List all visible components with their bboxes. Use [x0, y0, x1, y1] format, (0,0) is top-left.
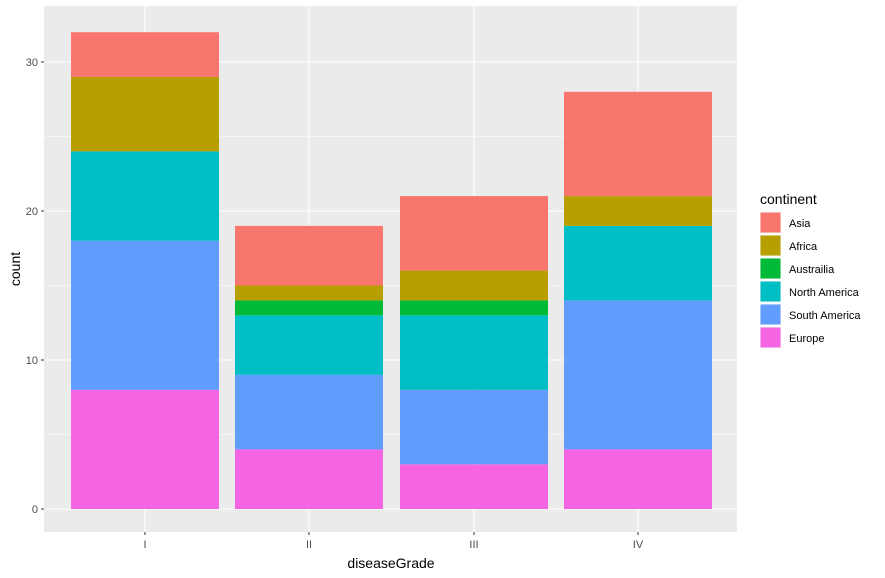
- legend: continent Asia Africa Austrailia North Amer…: [760, 191, 861, 348]
- legend-swatch: [760, 327, 781, 348]
- bar-segment-III-africa: [400, 270, 548, 301]
- bar-segment-II-europe: [235, 449, 383, 509]
- bar-segment-II-africa: [235, 285, 383, 301]
- x-tick-label: I: [143, 539, 146, 551]
- y-tick-label: 0: [32, 504, 38, 516]
- legend-swatch: [760, 212, 781, 233]
- legend-label: South America: [789, 310, 861, 322]
- bar-segment-II-asia: [235, 225, 383, 286]
- legend-label: Austrailia: [789, 264, 835, 276]
- bar-segment-IV-south-america: [564, 300, 712, 450]
- bar-segment-III-south-america: [400, 389, 548, 465]
- legend-label: North America: [789, 287, 860, 299]
- y-tick-label: 10: [26, 355, 38, 367]
- bar-segment-III-australia: [400, 300, 548, 316]
- legend-swatch: [760, 235, 781, 256]
- x-tick-label: II: [306, 539, 312, 551]
- x-axis: I II III IV: [143, 532, 644, 551]
- bar-segment-III-europe: [400, 464, 548, 509]
- bar-segment-I-asia: [71, 32, 219, 77]
- bar-segment-I-europe: [71, 389, 219, 509]
- bar-segment-II-north-america: [235, 315, 383, 375]
- bar-segment-IV-asia: [564, 91, 712, 197]
- x-tick-label: III: [469, 539, 478, 551]
- bar-segment-II-australia: [235, 300, 383, 316]
- bar-segment-IV-europe: [564, 449, 712, 509]
- bars: [71, 32, 712, 509]
- x-axis-title: diseaseGrade: [347, 555, 434, 571]
- bar-segment-I-north-america: [71, 151, 219, 241]
- bar-segment-III-asia: [400, 196, 548, 271]
- bar-segment-II-south-america: [235, 374, 383, 450]
- legend-swatch: [760, 258, 781, 279]
- legend-label: Africa: [789, 241, 818, 253]
- legend-label: Europe: [789, 333, 824, 345]
- bar-segment-IV-africa: [564, 196, 712, 226]
- bar-segment-I-africa: [71, 76, 219, 152]
- y-tick-label: 20: [26, 206, 38, 218]
- x-tick-label: IV: [633, 539, 644, 551]
- bar-segment-I-south-america: [71, 240, 219, 390]
- y-tick-label: 30: [26, 57, 38, 69]
- bar-segment-IV-north-america: [564, 225, 712, 301]
- legend-title: continent: [760, 191, 817, 207]
- legend-swatch: [760, 281, 781, 302]
- legend-swatch: [760, 304, 781, 325]
- y-axis-title: count: [7, 252, 23, 286]
- legend-label: Asia: [789, 218, 811, 230]
- bar-segment-III-north-america: [400, 315, 548, 390]
- y-axis: 0 10 20 30: [26, 57, 44, 516]
